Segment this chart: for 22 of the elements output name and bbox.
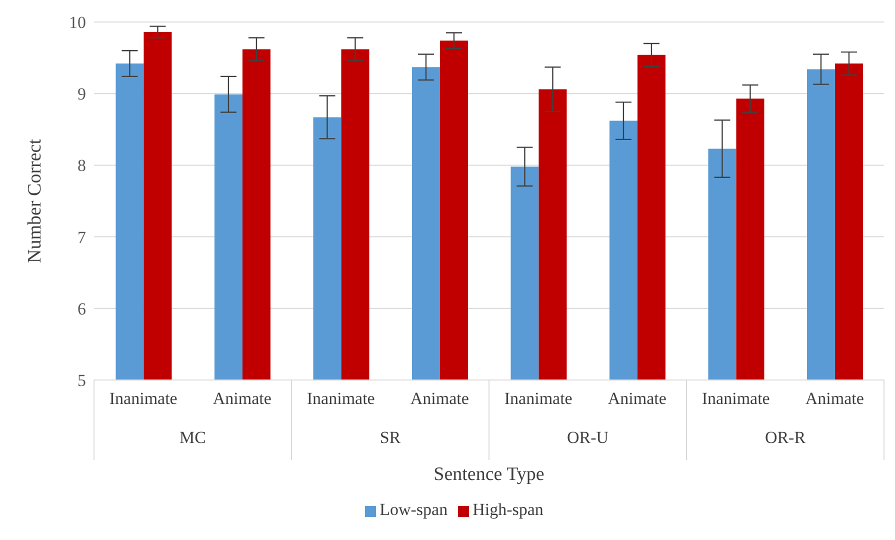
y-tick-label: 9 — [78, 84, 86, 104]
x-tick-label: Inanimate — [109, 389, 178, 408]
y-tick-label: 10 — [69, 13, 86, 32]
text: MC — [180, 428, 206, 447]
x-axis-title: Sentence Type — [434, 464, 544, 485]
x-tick-label: Inanimate — [702, 389, 770, 408]
x-tick-label: Animate — [805, 389, 864, 408]
x-tick-label: Animate — [608, 389, 666, 408]
text: OR-R — [764, 428, 806, 447]
y-tick-label: 6 — [78, 299, 86, 318]
x-tick-label: Inanimate — [306, 389, 375, 408]
x-tick-label: Animate — [212, 389, 272, 408]
text: SR — [380, 428, 402, 447]
x-tick-label: Inanimate — [504, 389, 572, 408]
y-tick-label: 7 — [78, 228, 86, 247]
x-tick-label: Animate — [410, 389, 469, 408]
y-axis-title: Number Correct — [24, 138, 46, 263]
y-tick-label: 5 — [78, 371, 86, 390]
text: OR-U — [566, 428, 609, 447]
legend-label: Low-span — [380, 500, 448, 519]
legend-label: High-span — [472, 500, 544, 519]
y-tick-label: 8 — [78, 156, 86, 176]
